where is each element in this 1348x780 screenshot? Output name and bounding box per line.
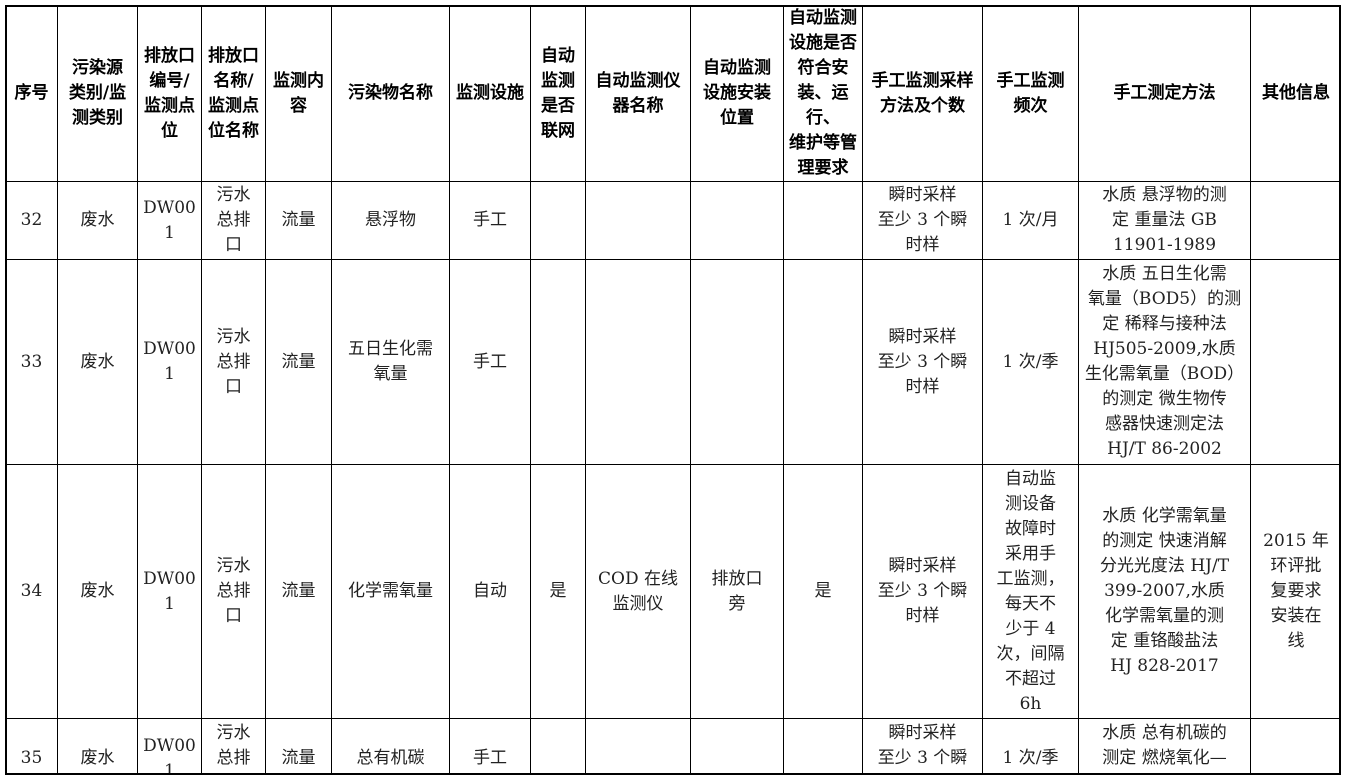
table-cell: 33 [7,259,58,465]
table-cell [1250,181,1339,260]
column-header: 污染物名称 [331,7,450,182]
column-header: 监测设施 [449,7,531,182]
table-cell: 流量 [265,464,332,719]
table-cell: DW00 1 [137,181,202,260]
column-header: 排放口 编号/ 监测点 位 [137,7,202,182]
table-cell: DW00 1 [137,464,202,719]
column-header: 自动 监测 是否 联网 [530,7,586,182]
table-cell: 废水 [57,464,138,719]
table-cell: 瞬时采样 至少 3 个瞬 时样 [862,464,983,719]
table-cell: 总有机碳 [331,718,450,773]
column-header: 序号 [7,7,58,182]
table-cell: 1 次/季 [982,718,1079,773]
table-cell: 手工 [449,181,531,260]
table-cell: 自动 [449,464,531,719]
column-header: 自动监测仪 器名称 [585,7,691,182]
table-cell: 2015 年 环评批 复要求 安装在 线 [1250,464,1339,719]
column-header: 污染源 类别/监 测类别 [57,7,138,182]
table-cell: 水质 化学需氧量 的测定 快速消解 分光光度法 HJ/T 399-2007,水质… [1078,464,1251,719]
table-cell: 污水 总排 口 [201,181,266,260]
monitoring-table-container: 序号 污染源 类别/监 测类别 排放口 编号/ 监测点 位排放口 名称/ 监测点 位… [5,5,1341,775]
column-header: 手工监测采样 方法及个数 [862,7,983,182]
table-cell: 悬浮物 [331,181,450,260]
table-cell: 水质 总有机碳的 测定 燃烧氧化— 非分散红外吸收 [1078,718,1251,773]
table-cell: 五日生化需 氧量 [331,259,450,465]
table-cell: 废水 [57,718,138,773]
table-cell: 1 次/季 [982,259,1079,465]
table-cell [530,181,586,260]
table-cell: 自动监 测设备 故障时 采用手 工监测， 每天不 少于 4 次，间隔 不超过 6… [982,464,1079,719]
table-cell: 瞬时采样 至少 3 个瞬 时样 [862,718,983,773]
table-cell: 水质 五日生化需 氧量（BOD5）的测 定 稀释与接种法 HJ505-2009,… [1078,259,1251,465]
column-header: 手工测定方法 [1078,7,1251,182]
table-cell: 是 [530,464,586,719]
table-cell [585,259,691,465]
table-cell: 污水 总排 口 [201,259,266,465]
table-cell: DW00 1 [137,259,202,465]
column-header: 监测内 容 [265,7,332,182]
column-header: 其他信息 [1250,7,1339,182]
table-cell: 污水 总排 口 [201,464,266,719]
table-cell: 34 [7,464,58,719]
table-cell: 污水 总排 口 [201,718,266,773]
table-cell [585,181,691,260]
table-cell [585,718,691,773]
header-row: 序号 污染源 类别/监 测类别 排放口 编号/ 监测点 位排放口 名称/ 监测点 位… [7,7,1339,182]
table-cell: 32 [7,181,58,260]
table-cell: 35 [7,718,58,773]
table-cell: 1 次/月 [982,181,1079,260]
table-cell: 手工 [449,718,531,773]
table-cell: DW00 1 [137,718,202,773]
table-cell: 流量 [265,718,332,773]
monitoring-table: 序号 污染源 类别/监 测类别 排放口 编号/ 监测点 位排放口 名称/ 监测点 位… [7,7,1339,773]
table-row: 32 废水 DW00 1 污水 总排 口流量 悬浮物 手工 瞬时采样 至少 3 个瞬 时样 1… [7,181,1339,260]
table-cell: 流量 [265,181,332,260]
table-cell [783,181,863,260]
table-cell: 排放口 旁 [690,464,784,719]
table-cell: 废水 [57,259,138,465]
column-header: 手工监测 频次 [982,7,1079,182]
table-cell [530,718,586,773]
table-cell: 瞬时采样 至少 3 个瞬 时样 [862,181,983,260]
table-row: 33 废水 DW00 1 污水 总排 口流量 五日生化需 氧量 手工 瞬时采样 至少 3 个… [7,259,1339,465]
table-cell: 水质 悬浮物的测 定 重量法 GB 11901-1989 [1078,181,1251,260]
table-cell: 手工 [449,259,531,465]
column-header: 自动监测 设施安装 位置 [690,7,784,182]
table-cell [690,718,784,773]
table-cell: 流量 [265,259,332,465]
table-cell: 化学需氧量 [331,464,450,719]
table-cell [1250,718,1339,773]
table-row: 34 废水 DW00 1 污水 总排 口流量 化学需氧量 自动是 COD 在线 监测仪 排放口… [7,464,1339,719]
column-header: 自动监测 设施是否 符合安 装、运行、 维护等管 理要求 [783,7,863,182]
table-cell: 是 [783,464,863,719]
table-cell [783,718,863,773]
table-cell [690,181,784,260]
table-cell [530,259,586,465]
table-cell [690,259,784,465]
table-cell: COD 在线 监测仪 [585,464,691,719]
table-cell: 废水 [57,181,138,260]
table-cell: 瞬时采样 至少 3 个瞬 时样 [862,259,983,465]
table-cell [1250,259,1339,465]
table-cell [783,259,863,465]
column-header: 排放口 名称/ 监测点 位名称 [201,7,266,182]
